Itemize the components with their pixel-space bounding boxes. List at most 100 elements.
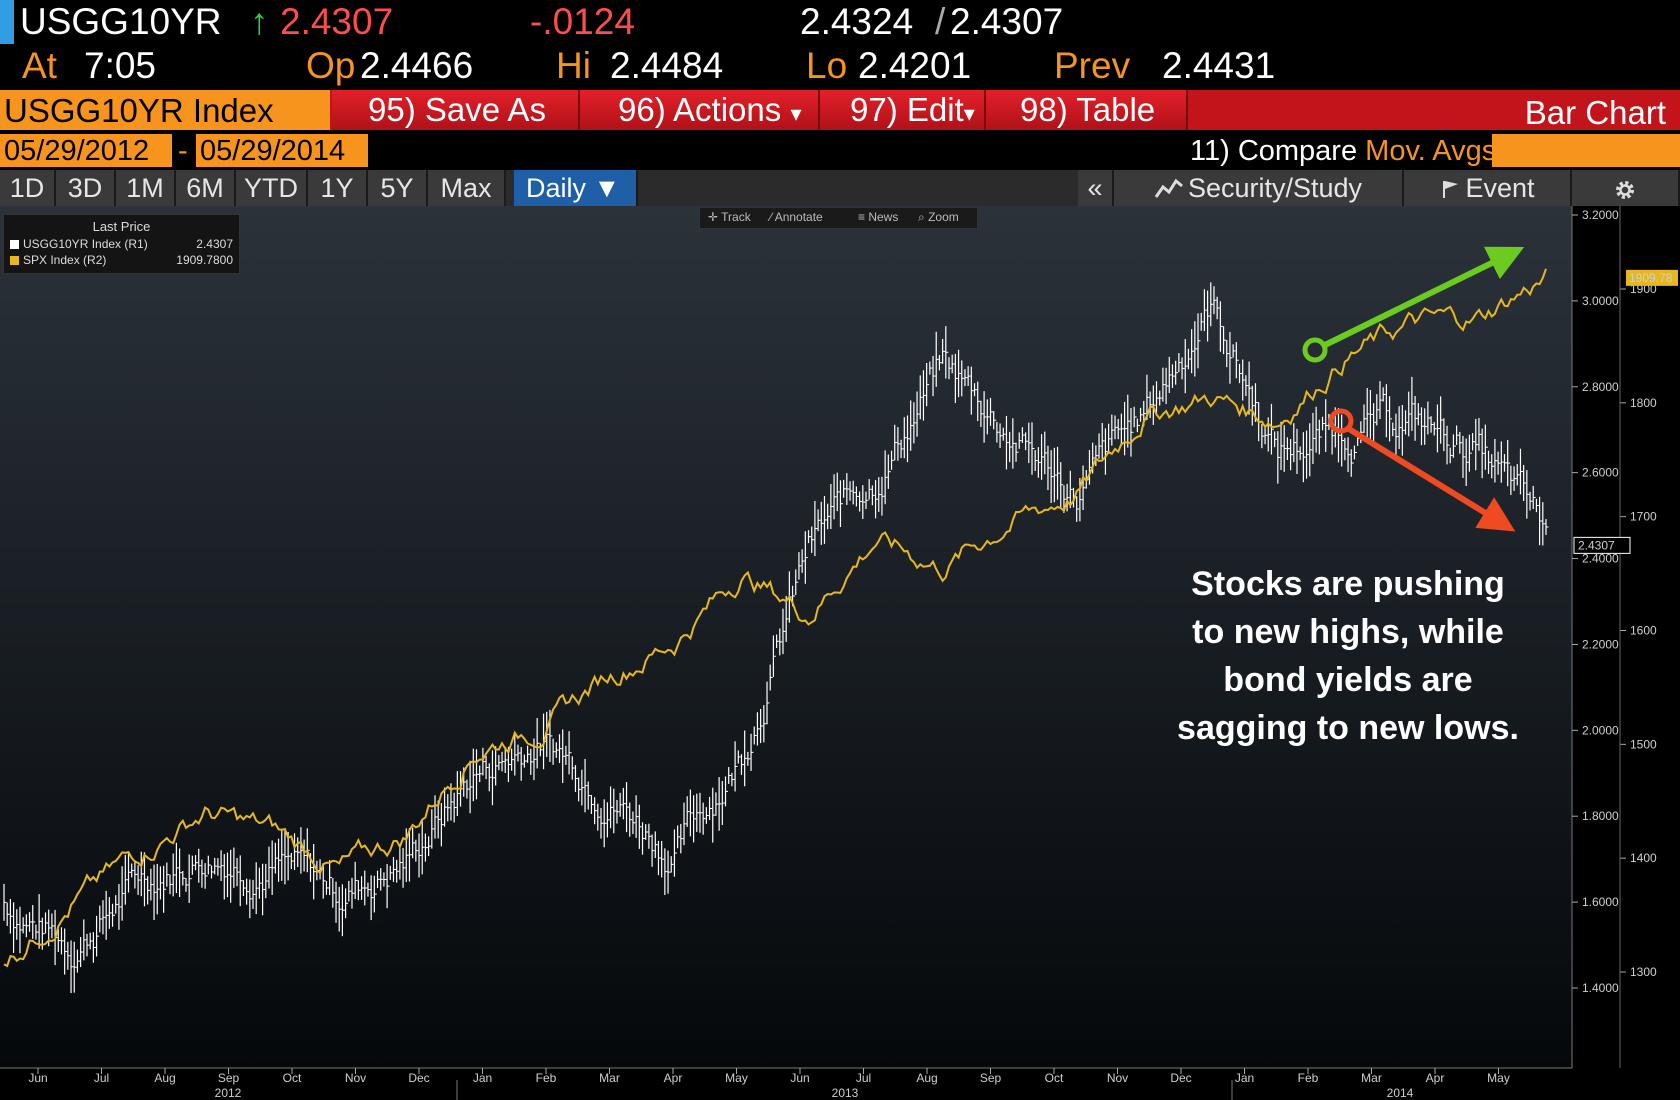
security-study-label: Security/Study	[1187, 173, 1363, 203]
x-tick-label: Apr	[1426, 1071, 1445, 1085]
r1-tick-label: 1.8000	[1582, 809, 1619, 823]
low-label: Lo	[806, 45, 848, 86]
legend-swatch	[10, 240, 19, 249]
tab-1d[interactable]: 1D	[0, 170, 56, 206]
tab-daily[interactable]: Daily ▼	[514, 170, 638, 206]
x-tick-label: Mar	[599, 1071, 620, 1085]
r2-tick-label: 1700	[1630, 510, 1657, 524]
right-axis-panel	[1572, 206, 1680, 1068]
bid-ask-separator: /	[935, 1, 946, 42]
x-year-label: 2014	[1387, 1086, 1414, 1100]
chart-type-title: Bar Chart	[1524, 94, 1666, 131]
quote-header: USGG10YR ↑ 2.4307 -.0124 2.4324 / 2.4307…	[0, 0, 1680, 90]
x-tick-label: Jul	[94, 1071, 109, 1085]
compare-button[interactable]: 11) Compare Mov. Avgs	[1190, 132, 1496, 170]
spx-line-series	[3, 268, 1547, 968]
green-up-arrow	[1302, 246, 1525, 363]
track-button[interactable]: ✛ Track	[708, 210, 751, 224]
quote-time: 7:05	[84, 45, 157, 86]
r2-tick-label: 1800	[1630, 396, 1657, 410]
r1-tick-label: 3.2000	[1582, 208, 1619, 222]
r1-tick-label: 1.4000	[1582, 981, 1619, 995]
tab-1m[interactable]: 1M	[116, 170, 176, 206]
yield-bars-series	[3, 282, 1549, 994]
table-button[interactable]: 98) Table	[986, 90, 1188, 130]
tab-ytd[interactable]: YTD	[236, 170, 308, 206]
pencil-icon: ⁄	[770, 210, 775, 224]
prev-value: 2.4431	[1162, 45, 1276, 86]
x-year-label: 2013	[832, 1086, 859, 1100]
edit-button[interactable]: 97) Edit▾	[820, 90, 986, 130]
event-button[interactable]: Event	[1404, 170, 1572, 206]
legend-swatch	[10, 256, 19, 265]
zoom-button[interactable]: ⌕ Zoom	[918, 210, 959, 225]
x-tick-label: Jan	[1235, 1071, 1254, 1085]
legend-item-value: 1909.7800	[176, 253, 233, 267]
collapse-icon[interactable]: «	[1078, 170, 1114, 206]
x-tick-label: Oct	[1045, 1071, 1064, 1085]
date-range-dash: -	[178, 135, 188, 167]
actions-button[interactable]: 96) Actions ▾	[580, 90, 820, 130]
tab-6m[interactable]: 6M	[176, 170, 236, 206]
legend-item-spx: SPX Index (R2)	[10, 253, 106, 267]
r1-tick-label: 3.0000	[1582, 294, 1619, 308]
table-label: 98) Table	[1020, 91, 1156, 128]
news-label: News	[868, 210, 899, 224]
news-button[interactable]: ≡ News	[858, 210, 898, 224]
red-down-arrow	[1328, 408, 1516, 532]
x-tick-label: Feb	[1298, 1071, 1319, 1085]
r1-last-label: 2.4307	[1578, 538, 1615, 552]
tab-5y[interactable]: 5Y	[368, 170, 428, 206]
actions-label: 96) Actions	[618, 91, 782, 128]
chart-legend: Last Price USGG10YR Index (R1) 2.4307 SP…	[3, 214, 240, 274]
security-input[interactable]: USGG10YR Index	[0, 90, 330, 130]
start-date-input[interactable]: 05/29/2012	[0, 134, 172, 167]
mov-avgs-link[interactable]: Mov. Avgs	[1365, 135, 1497, 167]
tab-3d[interactable]: 3D	[56, 170, 116, 206]
bottom-axis-panel	[0, 1068, 1680, 1100]
legend-item-label: SPX Index (R2)	[23, 253, 107, 267]
r2-tick-label: 1600	[1630, 624, 1657, 638]
at-label: At	[22, 45, 57, 86]
bid-price: 2.4324	[800, 1, 914, 42]
save-as-button[interactable]: 95) Save As	[332, 90, 580, 130]
settings-button[interactable]	[1572, 170, 1680, 206]
legend-title: Last Price	[92, 219, 151, 234]
x-axis: Jun Jul Aug Sep Oct Nov Dec Jan Feb Mar Apr May Jun J…	[28, 1068, 1510, 1100]
x-tick-label: Feb	[536, 1071, 557, 1085]
up-arrow-icon: ↑	[250, 1, 269, 42]
ask-price: 2.4307	[950, 1, 1064, 42]
last-value-tags: 2.4307 1909.78	[1573, 269, 1678, 554]
ticker-symbol[interactable]: USGG10YR	[20, 1, 222, 42]
open-value: 2.4466	[360, 45, 474, 86]
flag-icon	[1443, 181, 1459, 198]
legend-item-label: USGG10YR Index (R1)	[23, 237, 148, 251]
chart-toolbar: ✛ Track ⁄ Annotate ≡ News ⌕ Zoom	[699, 207, 978, 229]
last-price: 2.4307	[280, 1, 394, 42]
x-year-label: 2012	[215, 1086, 242, 1100]
high-value: 2.4484	[610, 45, 724, 86]
r1-tick-label: 2.2000	[1582, 637, 1619, 651]
magnifier-icon: ⌕	[918, 210, 929, 224]
annotate-button[interactable]: ⁄ Annotate	[770, 210, 823, 224]
end-date-input[interactable]: 05/29/2014	[196, 134, 368, 167]
tab-max[interactable]: Max	[428, 170, 506, 206]
r1-axis: 3.2000 3.0000 2.8000 2.6000 2.4000 2.2000 2.00…	[1572, 208, 1619, 995]
legend-item-usgg10yr: USGG10YR Index (R1)	[10, 237, 148, 251]
compare-label: 11) Compare	[1190, 135, 1358, 167]
annotation-line: to new highs, while	[1192, 613, 1504, 651]
x-tick-label: Nov	[1107, 1071, 1128, 1085]
legend-item-value: 2.4307	[196, 237, 233, 251]
tab-1y[interactable]: 1Y	[308, 170, 368, 206]
r2-tick-label: 1300	[1630, 965, 1657, 979]
x-tick-label: Jan	[473, 1071, 492, 1085]
x-tick-label: Mar	[1361, 1071, 1382, 1085]
r2-tick-label: 1400	[1630, 851, 1657, 865]
r2-last-label: 1909.78	[1629, 271, 1673, 285]
r1-last-tag	[1573, 536, 1631, 554]
security-study-button[interactable]: Security/Study	[1114, 170, 1404, 206]
price-chart[interactable]: 3.2000 3.0000 2.8000 2.6000 2.4000 2.2000 2.00…	[0, 206, 1680, 1100]
date-orange-strip	[1492, 134, 1680, 167]
x-tick-label: Oct	[283, 1071, 302, 1085]
